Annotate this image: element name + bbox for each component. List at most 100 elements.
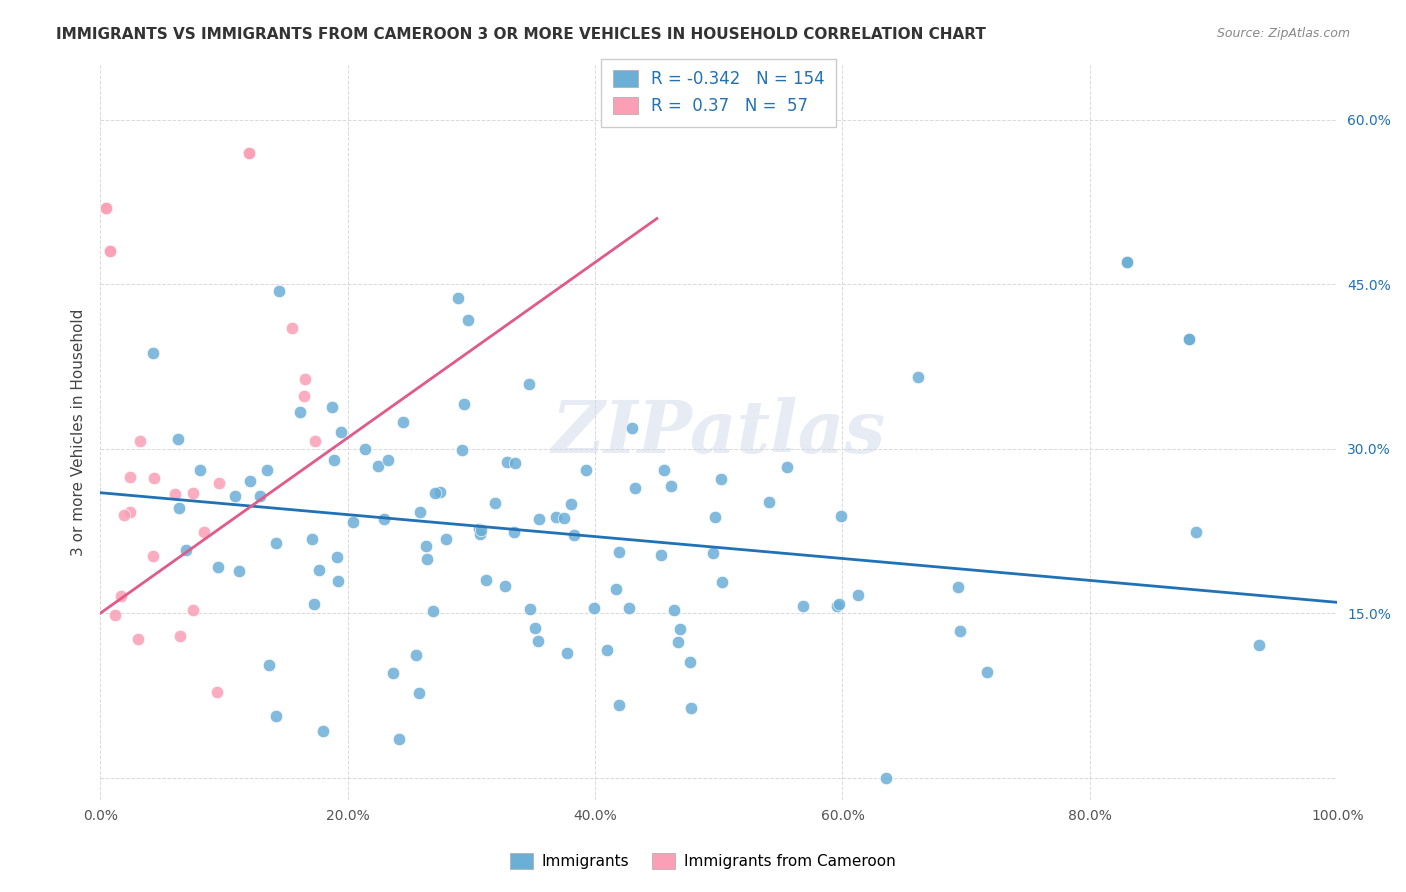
Text: ZIPatlas: ZIPatlas: [551, 397, 886, 468]
Point: [652, 463, 675, 477]
Point: [409, 506, 432, 520]
Point: [467, 522, 489, 536]
Point: [205, 685, 228, 699]
Legend: Immigrants, Immigrants from Cameroon: Immigrants, Immigrants from Cameroon: [503, 847, 903, 875]
Point: [650, 549, 672, 563]
Point: [451, 442, 474, 457]
Y-axis label: 3 or more Vehicles in Household: 3 or more Vehicles in Household: [72, 309, 86, 556]
Point: [142, 346, 165, 360]
Point: [1185, 524, 1208, 539]
Point: [1249, 638, 1271, 652]
Point: [524, 621, 547, 635]
Point: [228, 564, 250, 578]
Point: [553, 510, 575, 524]
Point: [321, 400, 343, 414]
Point: [575, 463, 598, 477]
Point: [519, 601, 541, 615]
Point: [207, 560, 229, 574]
Point: [103, 607, 125, 622]
Point: [1178, 332, 1201, 346]
Point: [503, 456, 526, 470]
Point: [758, 494, 780, 508]
Point: [342, 515, 364, 529]
Point: [128, 434, 150, 449]
Point: [142, 549, 165, 564]
Point: [827, 599, 849, 613]
Legend: R = -0.342   N = 154, R =  0.37   N =  57: R = -0.342 N = 154, R = 0.37 N = 57: [602, 59, 837, 127]
Point: [662, 602, 685, 616]
Point: [609, 545, 631, 559]
Point: [267, 284, 290, 298]
Point: [617, 601, 640, 615]
Point: [302, 597, 325, 611]
Point: [143, 471, 166, 485]
Point: [447, 291, 470, 305]
Point: [609, 698, 631, 712]
Point: [679, 701, 702, 715]
Point: [544, 509, 567, 524]
Point: [98, 244, 121, 259]
Point: [120, 505, 142, 519]
Point: [623, 481, 645, 495]
Point: [907, 370, 929, 384]
Point: [496, 455, 519, 469]
Point: [415, 539, 437, 553]
Point: [354, 442, 377, 456]
Point: [494, 579, 516, 593]
Point: [457, 313, 479, 327]
Point: [280, 320, 302, 334]
Point: [1178, 332, 1201, 346]
Point: [948, 624, 970, 638]
Point: [326, 574, 349, 588]
Point: [527, 511, 550, 525]
Point: [517, 376, 540, 391]
Point: [224, 489, 246, 503]
Point: [484, 496, 506, 510]
Text: Source: ZipAtlas.com: Source: ZipAtlas.com: [1216, 27, 1350, 40]
Point: [582, 600, 605, 615]
Point: [830, 508, 852, 523]
Point: [127, 632, 149, 647]
Point: [238, 145, 260, 160]
Point: [288, 405, 311, 419]
Point: [557, 646, 579, 660]
Point: [776, 460, 799, 475]
Point: [704, 510, 727, 524]
Point: [468, 527, 491, 541]
Point: [256, 462, 278, 476]
Point: [169, 629, 191, 643]
Point: [405, 648, 427, 662]
Point: [605, 582, 627, 596]
Point: [112, 508, 135, 523]
Point: [193, 524, 215, 539]
Point: [710, 574, 733, 589]
Point: [301, 533, 323, 547]
Point: [679, 655, 702, 669]
Point: [96, 201, 118, 215]
Point: [562, 528, 585, 542]
Point: [169, 500, 191, 515]
Point: [596, 643, 619, 657]
Point: [294, 372, 316, 386]
Point: [257, 657, 280, 672]
Point: [381, 666, 404, 681]
Point: [425, 486, 447, 500]
Point: [475, 573, 498, 587]
Point: [181, 486, 204, 500]
Point: [249, 489, 271, 503]
Point: [875, 771, 897, 785]
Point: [453, 397, 475, 411]
Point: [208, 476, 231, 491]
Point: [183, 603, 205, 617]
Point: [167, 432, 190, 446]
Point: [668, 622, 690, 636]
Point: [367, 458, 389, 473]
Point: [326, 549, 349, 564]
Point: [702, 546, 724, 560]
Point: [976, 665, 998, 679]
Point: [408, 686, 430, 700]
Point: [322, 453, 344, 467]
Point: [846, 588, 869, 602]
Point: [1116, 255, 1139, 269]
Point: [373, 512, 395, 526]
